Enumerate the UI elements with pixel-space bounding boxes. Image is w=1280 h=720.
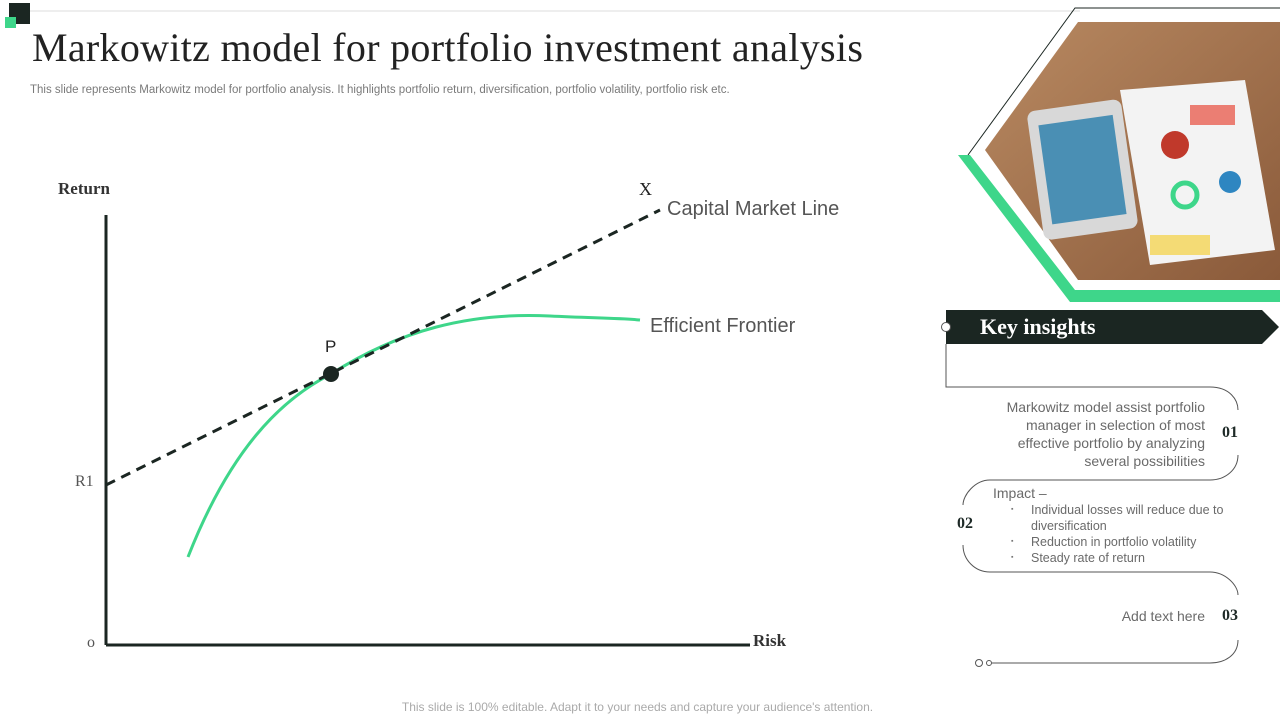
page-title: Markowitz model for portfolio investment… [32,25,864,70]
insight-01-text: Markowitz model assist portfolio manager… [1006,399,1205,469]
photo-outline [967,7,1280,156]
bullet-item: Steady rate of return [1011,550,1233,566]
insight-01-number: 01 [1222,424,1238,441]
tangency-point-p [323,366,339,382]
x-axis-label: Risk [753,631,787,650]
capital-market-line-label: Capital Market Line [667,198,840,220]
line-end-x-label: X [639,179,652,199]
key-insights-banner [946,310,1279,344]
insight-02-block: Impact – Individual losses will reduce d… [993,484,1233,566]
photo-green-frame [958,155,1280,302]
insight-02-bullets: Individual losses will reduce due to div… [993,502,1233,566]
insight-02-heading: Impact – [993,485,1047,501]
photo-business-charts [985,22,1280,280]
page-subtitle: This slide represents Markowitz model fo… [30,84,730,96]
bullet-item: Reduction in portfolio volatility [1011,534,1233,550]
efficient-frontier-curve [186,314,641,558]
end-dot-2 [986,660,992,666]
insight-03-text: Add text here [1121,608,1205,624]
end-dot-1 [975,659,983,667]
banner-dot [941,322,951,332]
footer-note: This slide is 100% editable. Adapt it to… [401,700,874,714]
r1-label: R1 [75,473,94,490]
origin-label: o [87,634,95,651]
point-p-label: P [325,337,337,356]
corner-square-green [5,17,16,28]
insights-connector-lines [945,344,1239,664]
efficient-frontier-label: Efficient Frontier [650,315,796,337]
key-insights-title: Key insights [980,314,1096,339]
capital-market-line [105,208,661,487]
insight-02-number: 02 [957,515,973,532]
y-axis-label: Return [58,179,110,198]
bullet-item: Individual losses will reduce due to div… [1011,502,1233,534]
insight-03-number: 03 [1222,607,1238,624]
